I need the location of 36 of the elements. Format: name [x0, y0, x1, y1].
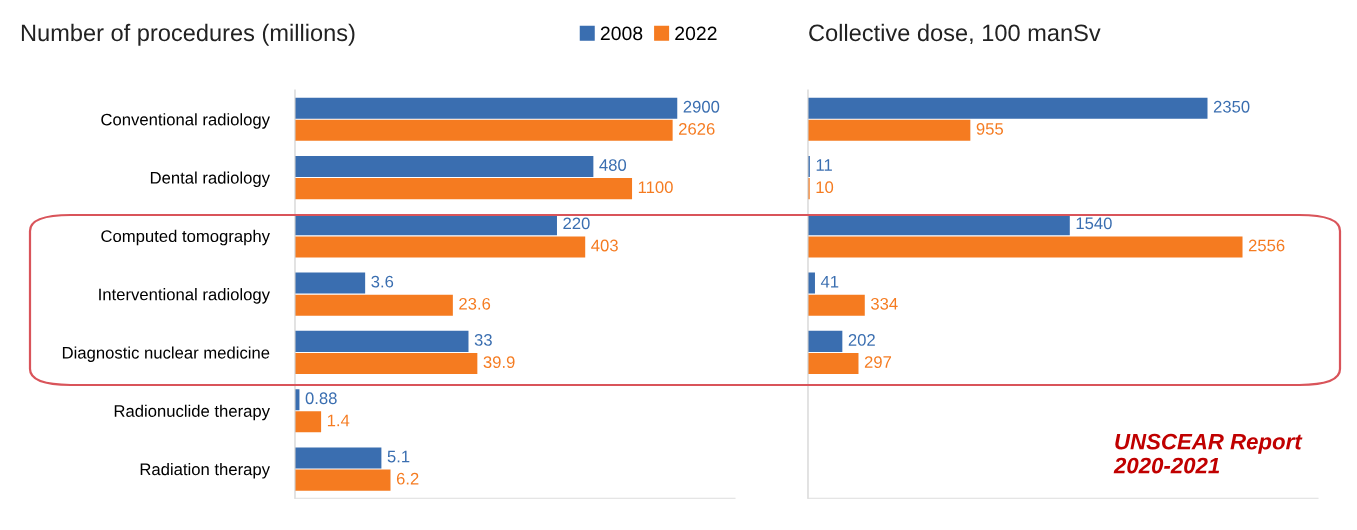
data-label: 2556 [1248, 239, 1285, 252]
y-tick-label: Diagnostic nuclear medicine [62, 346, 270, 362]
legend-label: 2008 [600, 26, 643, 41]
data-label: 1540 [1076, 217, 1112, 230]
data-label: 955 [976, 123, 1004, 135]
data-label: 41 [820, 275, 839, 288]
y-tick-label: Radionuclide therapy [114, 404, 270, 421]
chart-title: Number of procedures (millions) [21, 23, 355, 46]
data-label: 403 [591, 239, 618, 252]
data-label: 220 [563, 217, 590, 230]
y-tick-label: Dental radiology [150, 171, 270, 188]
annotation: UNSCEAR Report 2020-2021 [1113, 433, 1303, 474]
chart-title: Collective dose, 100 manSv [809, 23, 1101, 44]
data-label: 1100 [638, 181, 673, 194]
data-label: 5.1 [387, 450, 410, 463]
data-label: 2350 [1213, 100, 1250, 113]
data-label: 11 [816, 159, 832, 171]
data-label: 3.6 [371, 275, 394, 288]
y-tick-label: Conventional radiology [101, 113, 270, 129]
data-label: 23.6 [459, 297, 491, 310]
data-label: 2900 [683, 100, 720, 113]
y-tick-label: Computed tomography [101, 229, 270, 246]
data-label: 334 [870, 297, 898, 310]
data-label: 33 [474, 334, 492, 346]
data-label: 2626 [679, 123, 715, 135]
data-label: 297 [864, 356, 892, 368]
y-tick-label: Interventional radiology [99, 288, 270, 304]
data-label: 6.2 [396, 472, 419, 485]
data-label: 10 [816, 181, 834, 194]
y-tick-label: Radiation therapy [140, 463, 270, 479]
data-label: 1.4 [327, 414, 350, 427]
data-label: 480 [599, 159, 627, 171]
data-label: 0.88 [305, 392, 337, 405]
data-label: 202 [848, 334, 875, 346]
data-label: 39.9 [483, 356, 515, 368]
legend-label: 2022 [675, 26, 717, 41]
